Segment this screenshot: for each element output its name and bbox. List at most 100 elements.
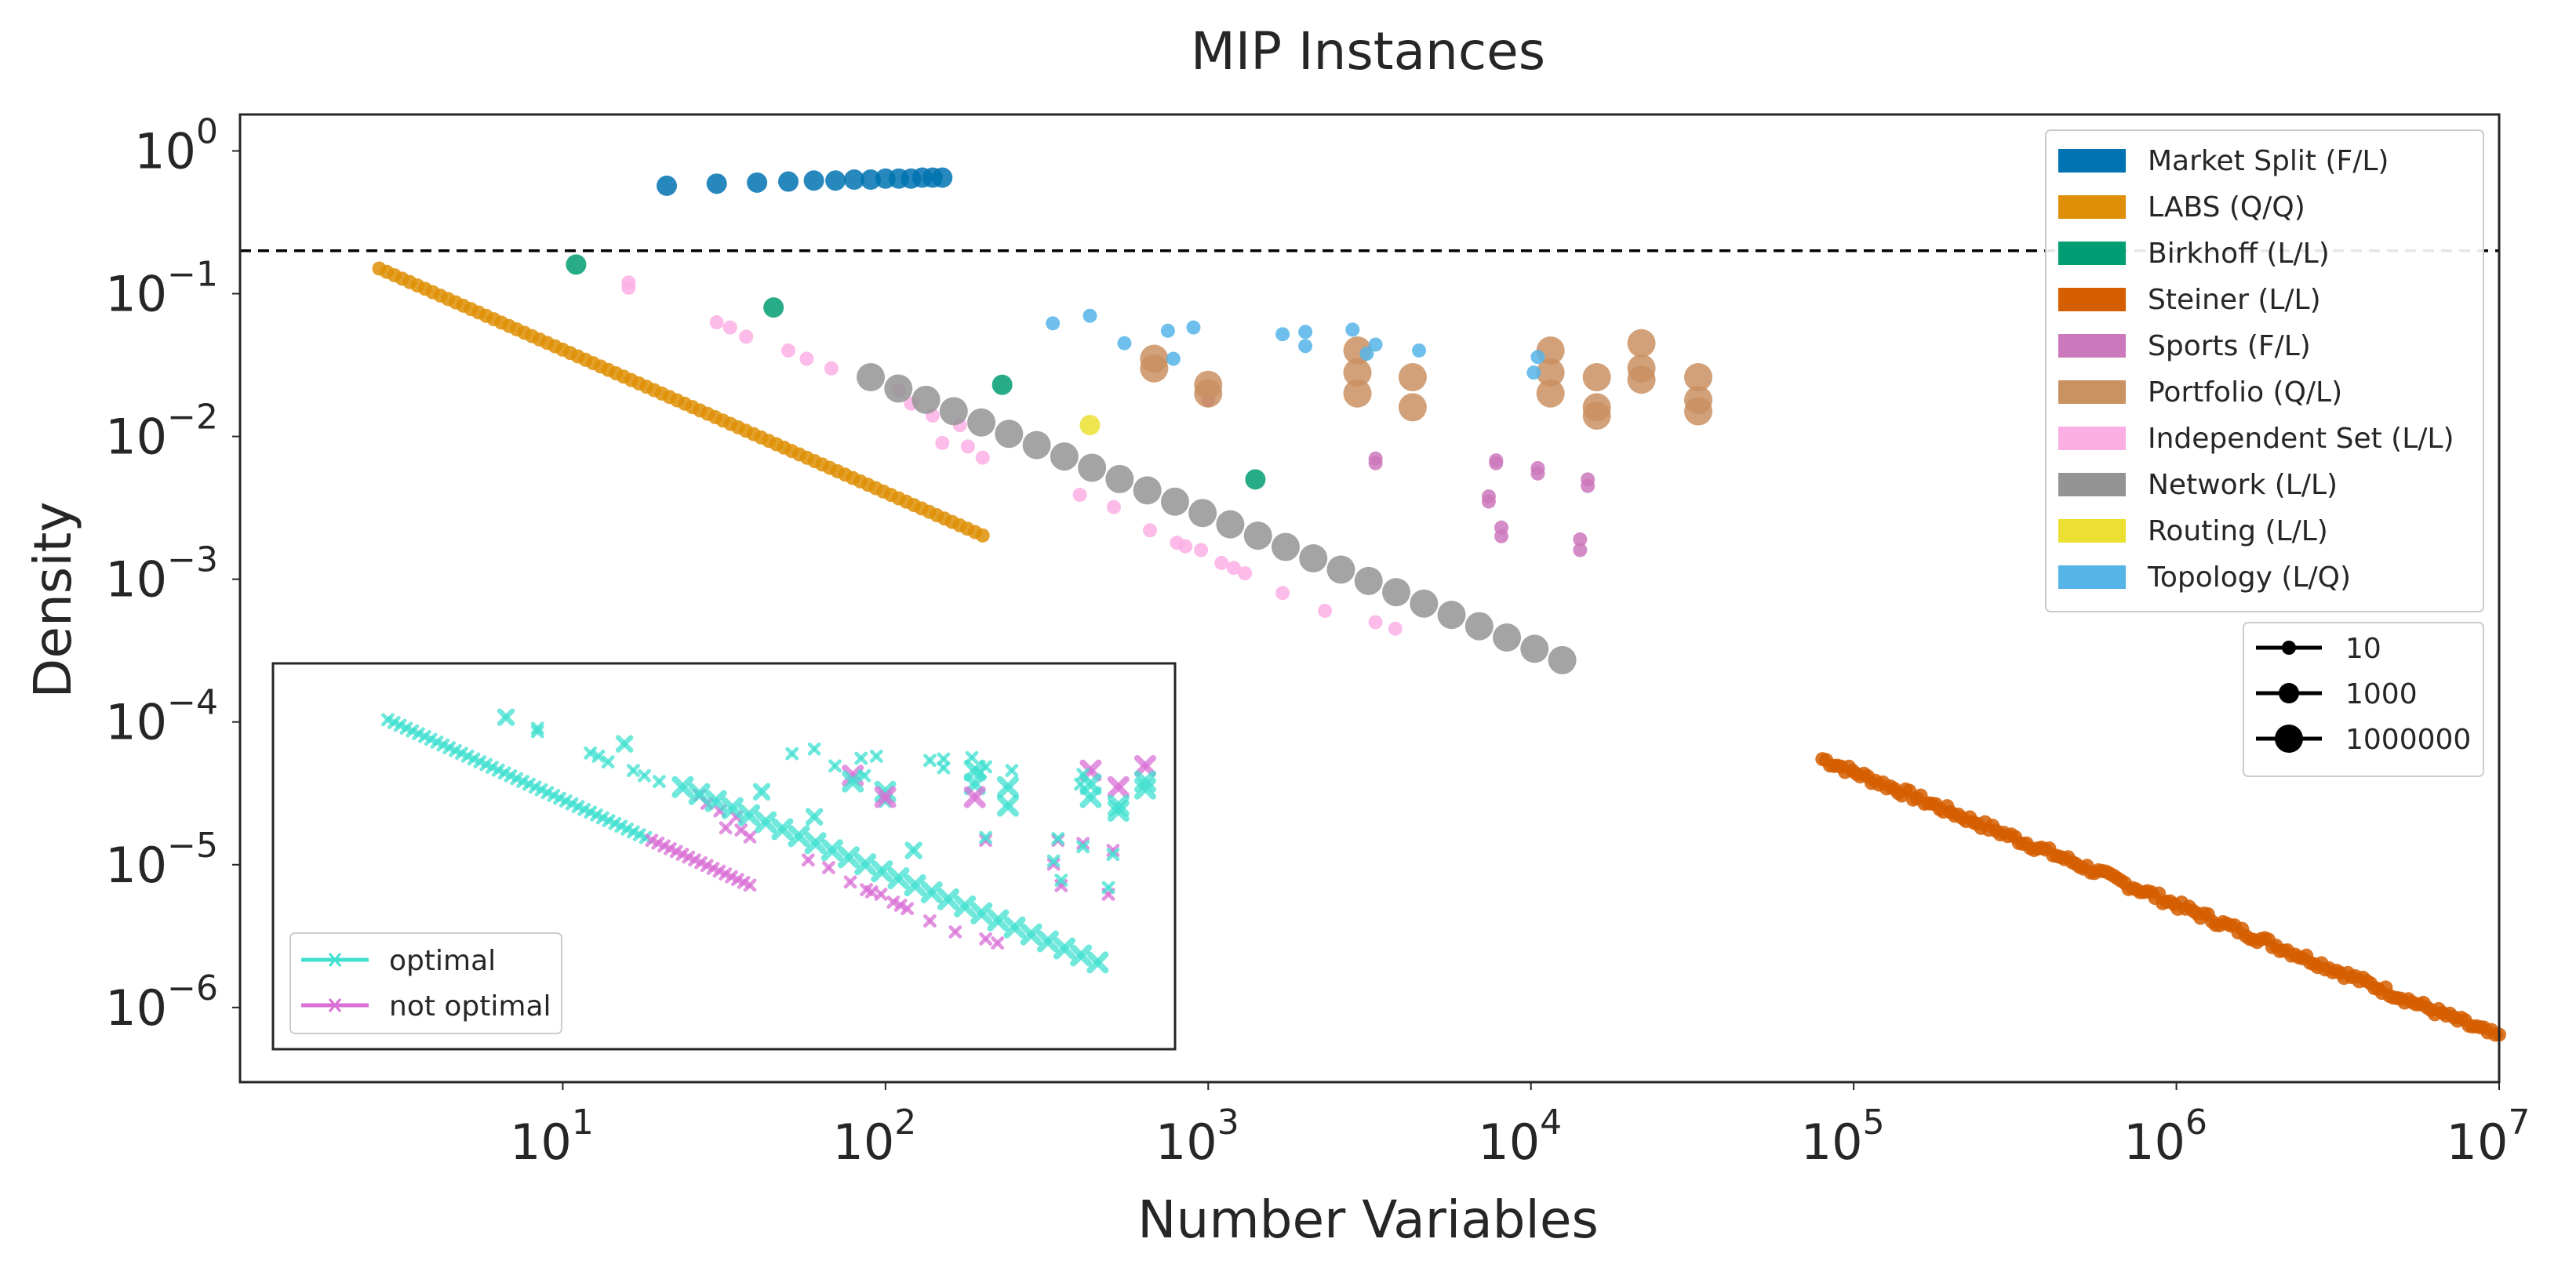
inset-x-stroke [821,861,835,874]
series-6-points [621,275,1403,636]
data-point [843,169,864,191]
x-tick-label: 107 [2447,1103,2531,1171]
inset-x-stroke [1020,923,1042,946]
inset-x-marker [704,790,727,812]
data-point [747,172,768,193]
inset-x-stroke [1107,776,1130,798]
inset-x-marker [530,721,544,736]
inset-x-stroke [528,780,542,794]
inset-x-marker [608,816,622,830]
data-point [967,408,996,437]
inset-x-marker [893,899,908,912]
inset-x-marker [963,786,986,808]
x-tick-exponent: 3 [1217,1103,1239,1143]
inset-x-stroke [965,750,979,765]
inset-x-stroke [987,909,1010,932]
inset-x-stroke [516,775,529,788]
data-point [1050,442,1079,471]
data-point [1530,466,1545,481]
data-point [1493,623,1522,652]
inset-x-marker [973,765,988,779]
inset-x-marker [652,775,666,789]
inset-x-marker [991,936,1005,950]
x-tick-label: 104 [1478,1103,1562,1171]
inset-x-stroke [406,724,420,738]
data-point [1072,488,1087,503]
y-tick-base: 10 [105,694,167,751]
inset-x-marker [725,870,738,884]
inset-x-stroke [1076,840,1090,854]
inset-x-stroke [854,751,868,765]
inset-x-marker [591,749,606,763]
y-tick-exponent: −4 [167,683,218,723]
inset-x-stroke [534,783,548,797]
inset-markers [381,708,1156,974]
plot-layer: 101 102 103 104 105 106 10710010−110−210−310−4… [105,111,2530,1171]
inset-x-stroke [1086,951,1109,974]
inset-x-stroke [743,830,757,844]
inset-x-stroke [730,873,744,887]
inset-x-stroke [734,823,748,837]
inset-x-stroke [725,870,738,884]
data-point [1117,336,1132,351]
inset-x-marker [948,925,962,939]
inset-x-stroke [755,811,777,834]
inset-x-marker [522,777,536,791]
x-tick-base: 10 [1155,1113,1217,1171]
inset-legend-x [328,998,342,1012]
data-point [1359,347,1374,361]
inset-x-stroke [651,836,665,850]
inset-x-marker [887,867,910,890]
inset-x-marker [904,841,922,859]
y-tick-label: 10−1 [105,255,218,323]
inset-x-marker [996,776,1019,798]
inset-x-stroke [920,881,943,903]
inset-x-stroke [608,816,622,830]
inset-x-marker [1107,776,1130,798]
inset-x-stroke [805,808,824,826]
legend-label: Steiner (L/L) [2148,284,2321,316]
inset-x-stroke [801,853,815,867]
inset-x-marker [805,808,824,826]
inset-x-stroke [1005,764,1019,778]
legend-swatch [2058,288,2126,311]
legend-swatch [2058,565,2126,589]
inset-x-stroke [737,875,751,889]
inset-x-stroke [669,845,683,859]
inset-x-stroke [688,853,702,867]
inset-x-stroke [486,761,499,775]
legend-swatch [2058,242,2126,265]
inset-x-marker [1106,848,1120,862]
inset-x-stroke [1133,777,1156,800]
inset-x-stroke [1107,800,1130,823]
y-tick-base: 10 [105,979,167,1037]
x-tick-base: 10 [510,1113,572,1171]
inset-x-marker [923,914,937,928]
data-point [1388,621,1403,636]
y-tick-base: 10 [105,266,167,323]
inset-x-marker [874,780,897,803]
inset-x-marker [801,853,815,867]
data-point [932,167,953,188]
inset-x-stroke [842,770,864,793]
data-point [1412,343,1427,358]
inset-x-marker [688,853,702,867]
inset-x-stroke [595,811,609,825]
data-point [1684,397,1713,426]
inset-x-marker [682,850,696,864]
inset-x-stroke [1079,786,1102,808]
data-point [991,374,1013,395]
inset-x-stroke [626,825,640,839]
data-point [1245,469,1266,490]
data-point [884,374,913,403]
inset-x-stroke [530,725,544,739]
inset-x-stroke [948,925,962,939]
inset-x-marker [663,841,677,856]
inset-x-marker [730,873,744,887]
x-tick-exponent: 7 [2508,1103,2530,1143]
data-point [824,361,839,376]
inset-x-stroke [627,764,640,778]
inset-x-marker [937,888,959,910]
inset-x-marker [1005,764,1019,778]
inset-x-stroke [807,742,821,756]
